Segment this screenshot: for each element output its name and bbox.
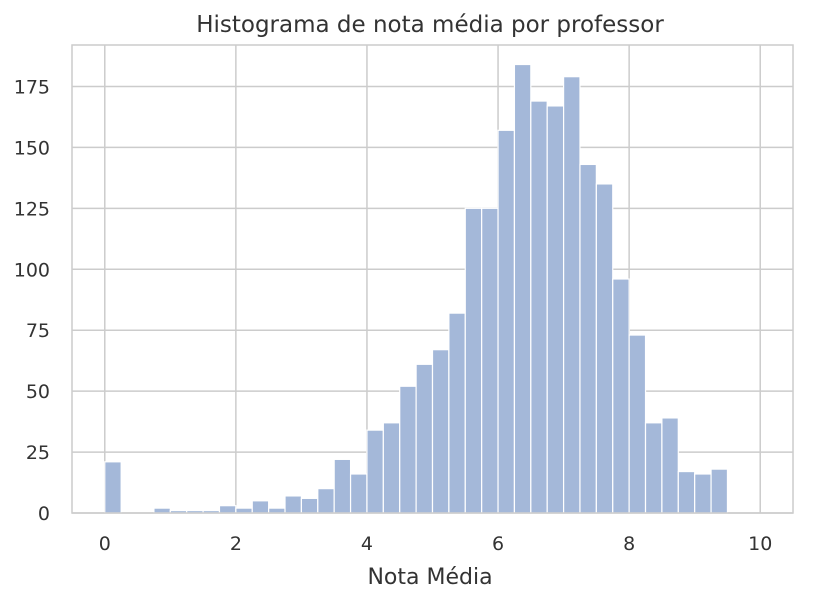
histogram-bar (251, 500, 270, 514)
histogram-bar (317, 488, 335, 514)
histogram-bar (595, 183, 614, 514)
histogram-bar (481, 207, 499, 514)
histogram-bar (694, 473, 712, 514)
y-tick-label: 100 (14, 259, 50, 281)
x-tick-label: 0 (99, 533, 111, 555)
histogram-bar (497, 129, 516, 514)
histogram-bars (104, 63, 729, 514)
histogram-bar (333, 458, 352, 514)
histogram-bar (382, 422, 401, 514)
y-tick-label: 175 (14, 76, 50, 98)
histogram-bar (104, 461, 122, 514)
y-tick-labels: 0 25 50 75 100 125 150 175 (14, 76, 50, 525)
y-tick-label: 25 (26, 442, 50, 464)
histogram-bar (300, 497, 319, 514)
plot-frame (71, 44, 794, 514)
histogram-bar (218, 505, 237, 514)
histogram-bar (513, 63, 532, 514)
grid-lines (72, 45, 793, 514)
histogram-bar (677, 470, 696, 514)
histogram-bar (579, 163, 597, 514)
histogram-bar (366, 429, 384, 514)
x-tick-labels: 0 2 4 6 8 10 (99, 533, 773, 555)
histogram-bar (628, 334, 647, 514)
x-tick-label: 2 (230, 533, 242, 555)
y-tick-label: 125 (14, 198, 50, 220)
x-tick-label: 10 (748, 533, 772, 555)
histogram-bar (562, 76, 581, 514)
histogram-bar (349, 473, 368, 514)
y-tick-label: 50 (26, 381, 50, 403)
histogram-bar (710, 468, 729, 514)
y-tick-label: 75 (26, 320, 50, 342)
histogram-bar (431, 349, 450, 514)
y-tick-label: 0 (38, 503, 50, 525)
histogram-bar (464, 207, 483, 514)
histogram-bar (399, 385, 417, 514)
x-tick-label: 8 (623, 533, 635, 555)
x-tick-label: 4 (361, 533, 373, 555)
chart-title: Histograma de nota média por professor (196, 12, 664, 38)
histogram-bar (284, 495, 303, 514)
histogram-bar (415, 363, 434, 514)
y-tick-label: 150 (14, 137, 50, 159)
histogram-bar (448, 312, 466, 514)
x-tick-label: 6 (492, 533, 504, 555)
histogram-bar (612, 278, 630, 514)
histogram-bar (546, 105, 565, 514)
histogram-bar (644, 422, 663, 514)
histogram-bar (530, 100, 548, 514)
x-axis-label: Nota Média (367, 565, 492, 590)
histogram-bar (661, 417, 679, 514)
